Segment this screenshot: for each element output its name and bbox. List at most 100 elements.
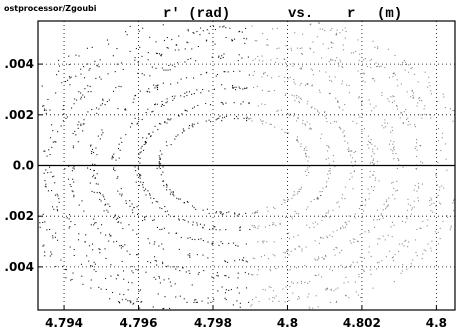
data-point [420,114,422,116]
data-point [238,86,240,88]
data-point [318,70,321,72]
data-point [230,288,232,291]
data-point [417,81,419,83]
data-point [113,217,115,219]
data-point [213,88,216,90]
data-point [329,92,331,94]
data-point [266,241,268,243]
data-point [307,83,309,85]
x-tick-label: 4.794 [45,316,83,330]
data-point [71,190,73,192]
data-point [97,183,99,185]
data-point [187,29,189,31]
data-point [370,186,373,188]
data-point [140,174,142,176]
data-point [425,250,427,252]
data-point [51,206,54,208]
data-point [318,112,320,114]
data-point [222,213,224,215]
data-point [294,248,296,250]
data-point [142,149,145,151]
data-point [212,227,214,230]
data-point [334,76,336,78]
data-point [200,238,202,240]
data-point [393,72,395,74]
data-point [347,281,349,283]
data-point [137,254,139,256]
data-point [125,200,127,202]
data-point [394,74,396,76]
data-point [83,123,85,125]
data-point [234,212,236,214]
data-point [380,213,382,215]
data-point [338,206,340,208]
data-point [160,123,162,125]
data-point [232,87,234,89]
data-point [179,198,181,200]
data-point [203,224,205,226]
data-point [120,137,122,139]
data-point [158,275,160,278]
data-point [250,117,252,119]
data-point [96,112,98,114]
data-point [95,183,97,185]
data-point [54,194,57,196]
data-point [186,301,188,304]
data-point [348,215,350,217]
data-point [157,201,159,203]
data-point [410,265,413,267]
data-point [334,254,336,256]
data-point [326,185,328,187]
data-point [174,138,176,140]
data-point [258,59,260,61]
data-point [80,98,82,100]
data-point [134,59,136,61]
data-point [331,270,334,272]
data-point [331,46,333,49]
data-point [155,260,158,262]
data-point [209,228,211,230]
data-point [105,288,107,291]
data-point [364,198,367,201]
data-point [64,168,66,170]
data-point [42,245,44,247]
data-point [108,240,110,242]
data-point [196,89,198,91]
data-point [92,151,95,153]
title-quantity-y: r' (rad) [163,6,230,22]
data-point [349,240,351,242]
data-point [306,224,308,226]
data-point [165,183,168,185]
data-point [368,140,370,142]
data-point [65,117,67,119]
data-point [205,120,207,122]
data-point [139,152,141,154]
data-point [183,130,185,132]
data-point [202,88,204,91]
data-point [251,225,253,227]
data-point [155,67,157,69]
data-point [148,133,150,135]
data-point [326,287,328,289]
data-point [95,107,98,109]
data-point [350,161,352,163]
data-point [275,225,277,227]
data-point [435,173,437,175]
data-point [288,254,290,256]
data-point [368,246,370,248]
data-point [111,158,113,160]
data-point [377,238,379,240]
data-point [257,241,259,243]
data-point [203,269,205,272]
data-point [406,216,408,218]
data-point [175,268,177,270]
data-point [112,156,114,159]
data-point [245,260,247,262]
data-point [149,36,151,38]
data-point [120,247,122,249]
data-point [216,73,219,76]
data-point [287,132,289,134]
data-point [376,262,379,264]
data-point [63,113,65,115]
data-point [108,43,110,45]
